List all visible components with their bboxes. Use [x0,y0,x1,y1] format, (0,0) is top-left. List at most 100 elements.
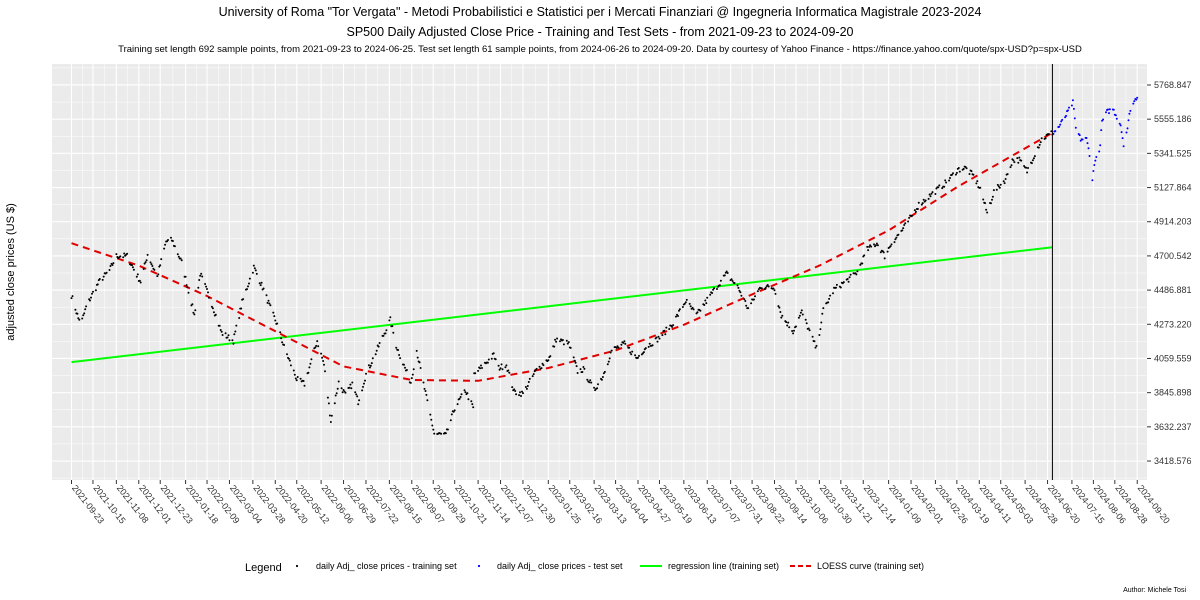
training-point [279,331,282,334]
training-point [566,342,569,345]
y-tick-label: 3845.898 [1154,388,1192,398]
training-point [535,367,538,370]
training-point [131,266,134,269]
test-point [1108,112,1110,115]
legend-item-training: daily Adj_ close prices - training set [295,561,457,571]
training-point [258,282,261,285]
training-point [242,298,245,301]
author-credit: Author: Michele Tosi [1123,587,1186,594]
training-point [173,245,176,248]
training-point [351,381,354,384]
training-point [685,298,688,301]
training-point [404,366,406,369]
training-point [630,353,633,356]
training-point [795,325,797,328]
training-point [253,267,256,270]
training-point [657,335,660,338]
training-point [227,334,230,337]
training-point [805,322,808,325]
training-point [774,292,777,295]
training-point [480,364,482,367]
training-point [430,418,433,421]
training-point [531,375,534,378]
training-point [747,307,750,310]
training-point [902,227,905,230]
training-point [184,275,187,278]
training-point [767,285,770,288]
training-point [274,319,277,322]
training-point [498,368,501,371]
training-point [328,414,331,417]
training-point [501,368,504,371]
training-point [917,201,920,204]
training-point [177,255,180,258]
training-point [949,177,951,179]
training-point [754,295,756,298]
training-point [736,284,739,287]
training-point [867,249,870,252]
training-point [699,309,702,312]
test-point [1061,118,1064,121]
training-point [787,321,790,324]
training-point [723,274,726,277]
training-point [231,339,234,342]
training-point [1020,159,1023,162]
training-point [1030,162,1033,165]
training-point [937,186,940,189]
training-point [171,240,174,242]
training-point [363,382,365,385]
training-point [709,293,712,296]
training-point [1027,167,1029,169]
training-point [70,297,73,300]
training-point [206,288,208,290]
training-point [145,259,148,262]
training-point [972,173,975,176]
training-point [968,173,971,175]
training-point [689,305,692,308]
training-point [813,340,816,343]
training-point [419,367,422,369]
training-point [327,402,330,405]
training-point [882,251,885,254]
training-point [999,183,1002,186]
training-point [1006,173,1009,176]
training-point [101,278,104,281]
training-point [150,263,153,266]
training-point [583,367,586,370]
training-point [725,270,728,273]
test-point [1132,102,1135,105]
training-point [733,282,736,284]
training-point [675,315,677,318]
training-point [268,302,271,305]
training-point [422,381,425,384]
training-point [756,290,759,293]
legend-item-loess: LOESS curve (training set) [790,561,924,571]
training-point [868,245,871,248]
training-point [314,346,317,349]
training-point [302,380,305,382]
training-point [91,292,93,295]
y-tick-label: 3632.237 [1154,422,1192,432]
training-point [1012,159,1015,162]
training-point [385,329,388,332]
training-point [527,381,530,383]
training-point [514,390,517,392]
training-point [678,308,681,311]
training-point [486,361,489,364]
training-point [471,403,474,406]
training-point [1004,178,1007,180]
training-point [948,179,951,182]
training-point [718,284,721,287]
training-point [890,243,893,246]
training-point [364,379,366,382]
training-point [730,278,733,281]
training-point [205,285,208,288]
training-point [954,173,957,176]
training-point [411,373,414,376]
y-tick-label: 5127.864 [1154,183,1192,193]
training-point [820,321,823,324]
training-point [450,413,453,416]
training-point [1040,137,1043,140]
training-point [914,210,917,213]
training-point [499,367,502,370]
